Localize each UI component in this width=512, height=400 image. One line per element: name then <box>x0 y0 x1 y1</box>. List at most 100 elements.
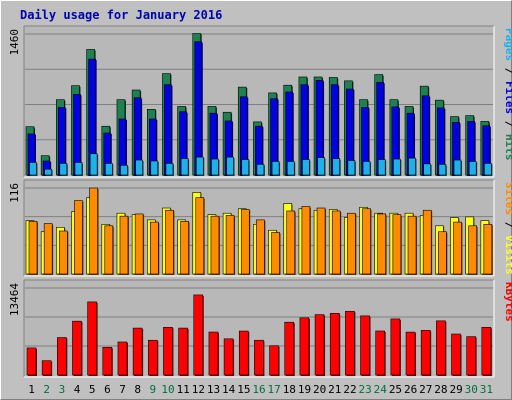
bar-sites <box>210 215 220 275</box>
bar-kbytes <box>390 318 401 376</box>
day-18-bars <box>283 84 296 176</box>
bars <box>25 33 493 177</box>
day-label-29: 29 <box>449 383 462 396</box>
day-9-bars <box>147 339 159 376</box>
day-label-24: 24 <box>374 383 388 396</box>
y-max-label: 13464 <box>8 283 21 316</box>
day-21-bars <box>329 312 341 376</box>
day-20-bars <box>314 314 326 376</box>
bar-sites <box>89 187 99 275</box>
day-16-bars <box>253 219 266 275</box>
day-9-bars <box>146 109 159 176</box>
day-label-8: 8 <box>134 383 141 396</box>
bar-pages <box>59 163 68 176</box>
bar-kbytes <box>254 339 265 376</box>
day-label-11: 11 <box>177 383 190 396</box>
day-label-12: 12 <box>192 383 205 396</box>
day-1-bars <box>26 347 37 376</box>
day-7-bars <box>116 212 129 275</box>
day-3-bars <box>56 226 69 275</box>
y-max-label: 1460 <box>8 29 21 56</box>
day-label-20: 20 <box>313 383 326 396</box>
day-2-bars <box>40 155 53 176</box>
bar-pages <box>211 158 220 176</box>
bar-pages <box>226 156 235 176</box>
day-24-bars <box>374 74 387 176</box>
bar-kbytes <box>269 345 280 376</box>
bar-sites <box>225 215 236 275</box>
day-26-bars <box>404 212 418 275</box>
bar-kbytes <box>163 327 174 376</box>
bar-kbytes <box>147 339 159 376</box>
day-3-bars <box>56 99 68 176</box>
day-27-bars <box>420 330 432 376</box>
bar-pages <box>423 163 432 176</box>
bar-sites <box>195 197 205 275</box>
bar-pages <box>332 158 341 176</box>
bars <box>25 187 493 275</box>
day-23-bars <box>359 99 372 176</box>
bar-sites <box>74 200 84 275</box>
bar-sites <box>301 206 311 275</box>
day-10-bars <box>163 327 174 376</box>
bar-pages <box>362 161 372 176</box>
day-label-26: 26 <box>404 383 417 396</box>
day-31-bars <box>480 220 493 275</box>
day-19-bars <box>298 206 311 275</box>
day-label-4: 4 <box>74 383 81 396</box>
day-5-bars <box>87 301 98 376</box>
day-label-27: 27 <box>419 383 432 396</box>
day-19-bars <box>299 317 310 376</box>
day-12-bars <box>192 33 205 177</box>
bar-sites <box>104 225 114 275</box>
bar-pages <box>438 164 447 176</box>
day-29-bars <box>450 217 463 275</box>
day-17-bars <box>268 229 281 275</box>
day-label-7: 7 <box>119 383 126 396</box>
day-9-bars <box>146 219 160 275</box>
day-21-bars <box>328 77 341 176</box>
bar-sites <box>28 221 38 275</box>
bar-sites <box>347 212 357 275</box>
bar-sites <box>331 210 342 275</box>
bar-files <box>164 84 173 176</box>
day-13-bars <box>207 106 220 176</box>
bar-sites <box>483 224 493 275</box>
day-24-bars <box>374 212 387 275</box>
day-label-6: 6 <box>104 383 111 396</box>
day-28-bars <box>436 320 447 376</box>
day-12-bars <box>192 192 205 275</box>
chart-panels: 1460 Pages / Files / Hits 116 Sites / Visit… <box>8 25 512 378</box>
day-25-bars <box>389 212 402 275</box>
bar-kbytes <box>223 338 235 376</box>
bar-kbytes <box>26 347 37 376</box>
bar-sites <box>377 213 387 275</box>
day-label-18: 18 <box>283 383 296 396</box>
series-legend-label: Sites / Visits <box>503 182 512 275</box>
day-22-bars <box>345 310 356 376</box>
panel-kbytes: 13464 KBytes <box>8 279 512 378</box>
bar-pages <box>120 165 129 176</box>
bar-sites <box>256 219 266 275</box>
day-14-bars <box>222 111 235 176</box>
day-2-bars <box>40 223 54 275</box>
bar-kbytes <box>102 346 113 376</box>
bar-sites <box>422 209 433 275</box>
day-label-30: 30 <box>465 383 478 396</box>
bar-kbytes <box>436 320 447 376</box>
bar-pages <box>468 161 478 176</box>
day-23-bars <box>359 206 372 275</box>
day-7-bars <box>116 99 129 176</box>
bar-pages <box>180 158 190 176</box>
day-13-bars <box>208 331 219 376</box>
bar-sites <box>286 210 296 275</box>
day-1-bars <box>25 126 38 176</box>
day-15-bars <box>237 208 251 275</box>
day-22-bars <box>344 212 357 275</box>
day-label-16: 16 <box>252 383 265 396</box>
bar-kbytes <box>117 341 128 376</box>
day-20-bars <box>313 76 326 176</box>
day-8-bars <box>131 213 145 275</box>
bar-sites <box>407 215 418 275</box>
bar-kbytes <box>345 310 356 376</box>
